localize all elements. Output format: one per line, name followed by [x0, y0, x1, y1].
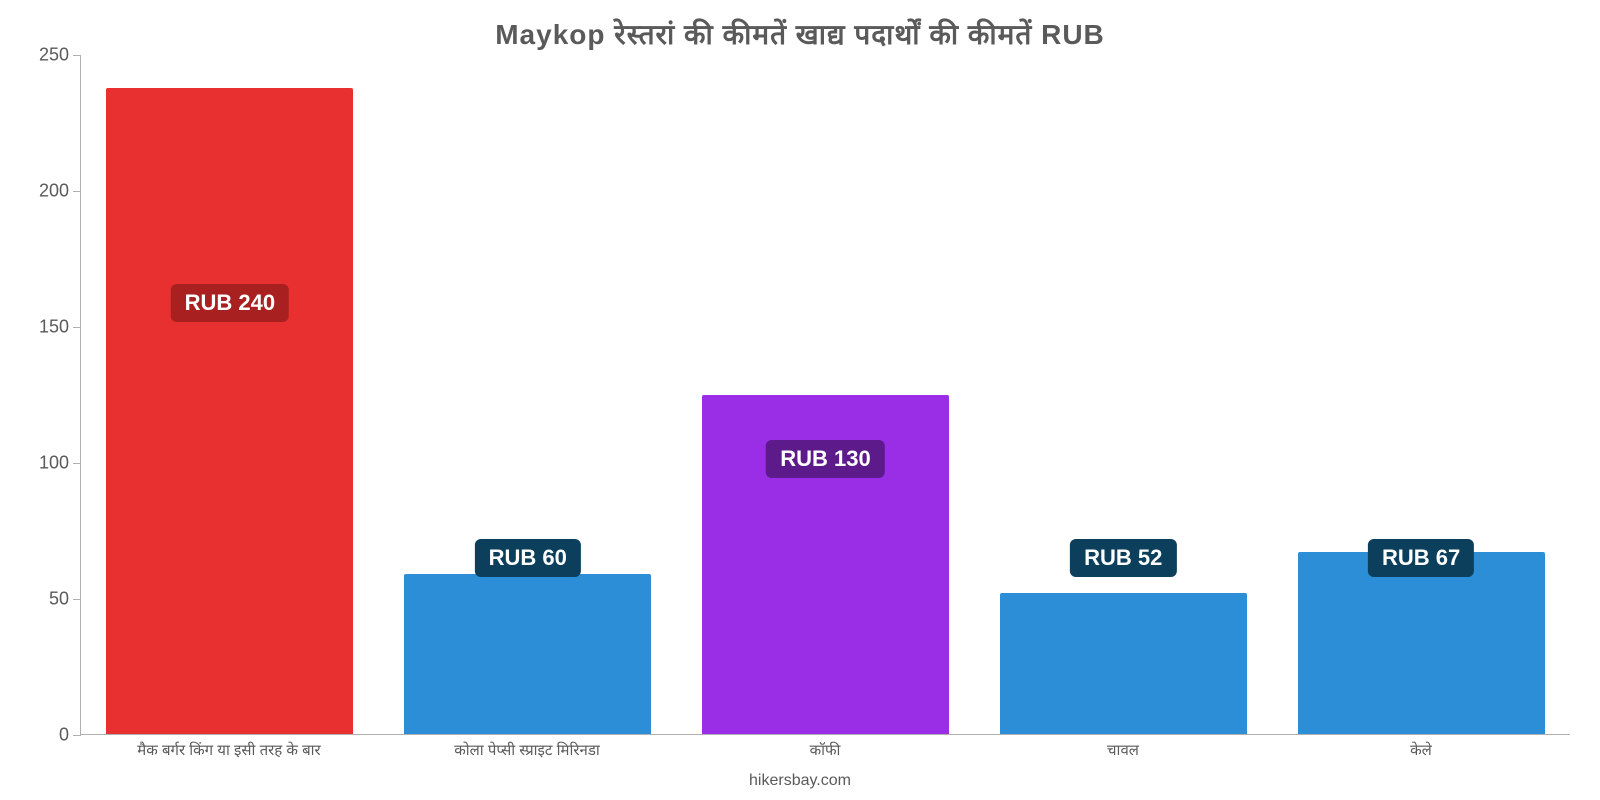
y-tick	[73, 599, 81, 600]
bar-group: RUB 240	[81, 55, 379, 734]
y-axis-label: 100	[39, 453, 69, 474]
bar-value-label: RUB 60	[475, 539, 581, 577]
y-axis-label: 0	[59, 725, 69, 746]
x-axis-label: कॉफी	[676, 740, 974, 760]
bar: RUB 60	[404, 574, 651, 734]
y-tick	[73, 735, 81, 736]
y-tick	[73, 463, 81, 464]
bar-value-label: RUB 52	[1070, 539, 1176, 577]
x-axis-label: मैक बर्गर किंग या इसी तरह के बार	[80, 740, 378, 760]
bar-value-label: RUB 130	[766, 440, 884, 478]
bar: RUB 52	[1000, 593, 1247, 734]
y-axis-label: 200	[39, 181, 69, 202]
bar: RUB 240	[106, 88, 353, 734]
plot-area: 050100150200250 RUB 240RUB 60RUB 130RUB …	[80, 55, 1570, 735]
y-tick	[73, 327, 81, 328]
bars-container: RUB 240 RUB 60 RUB 130 RUB 52 RUB 67	[81, 55, 1570, 734]
x-axis-labels: मैक बर्गर किंग या इसी तरह के बारकोला पेप…	[80, 740, 1570, 760]
y-axis-label: 250	[39, 45, 69, 66]
bar-group: RUB 52	[974, 55, 1272, 734]
bar-group: RUB 67	[1272, 55, 1570, 734]
y-axis-label: 50	[49, 589, 69, 610]
y-tick	[73, 55, 81, 56]
chart-title: Maykop रेस्तरां की कीमतें खाद्य पदार्थों…	[0, 0, 1600, 53]
x-axis-label: केले	[1272, 740, 1570, 760]
x-axis-label: कोला पेप्सी स्प्राइट मिरिनडा	[378, 740, 676, 760]
bar-value-label: RUB 67	[1368, 539, 1474, 577]
x-axis-label: चावल	[974, 740, 1272, 760]
bar: RUB 67	[1298, 552, 1545, 734]
bar-value-label: RUB 240	[171, 284, 289, 322]
chart-container: 050100150200250 RUB 240RUB 60RUB 130RUB …	[80, 55, 1570, 735]
bar: RUB 130	[702, 395, 949, 735]
bar-group: RUB 60	[379, 55, 677, 734]
bar-group: RUB 130	[677, 55, 975, 734]
attribution: hikersbay.com	[749, 772, 851, 790]
y-tick	[73, 191, 81, 192]
y-axis-label: 150	[39, 317, 69, 338]
